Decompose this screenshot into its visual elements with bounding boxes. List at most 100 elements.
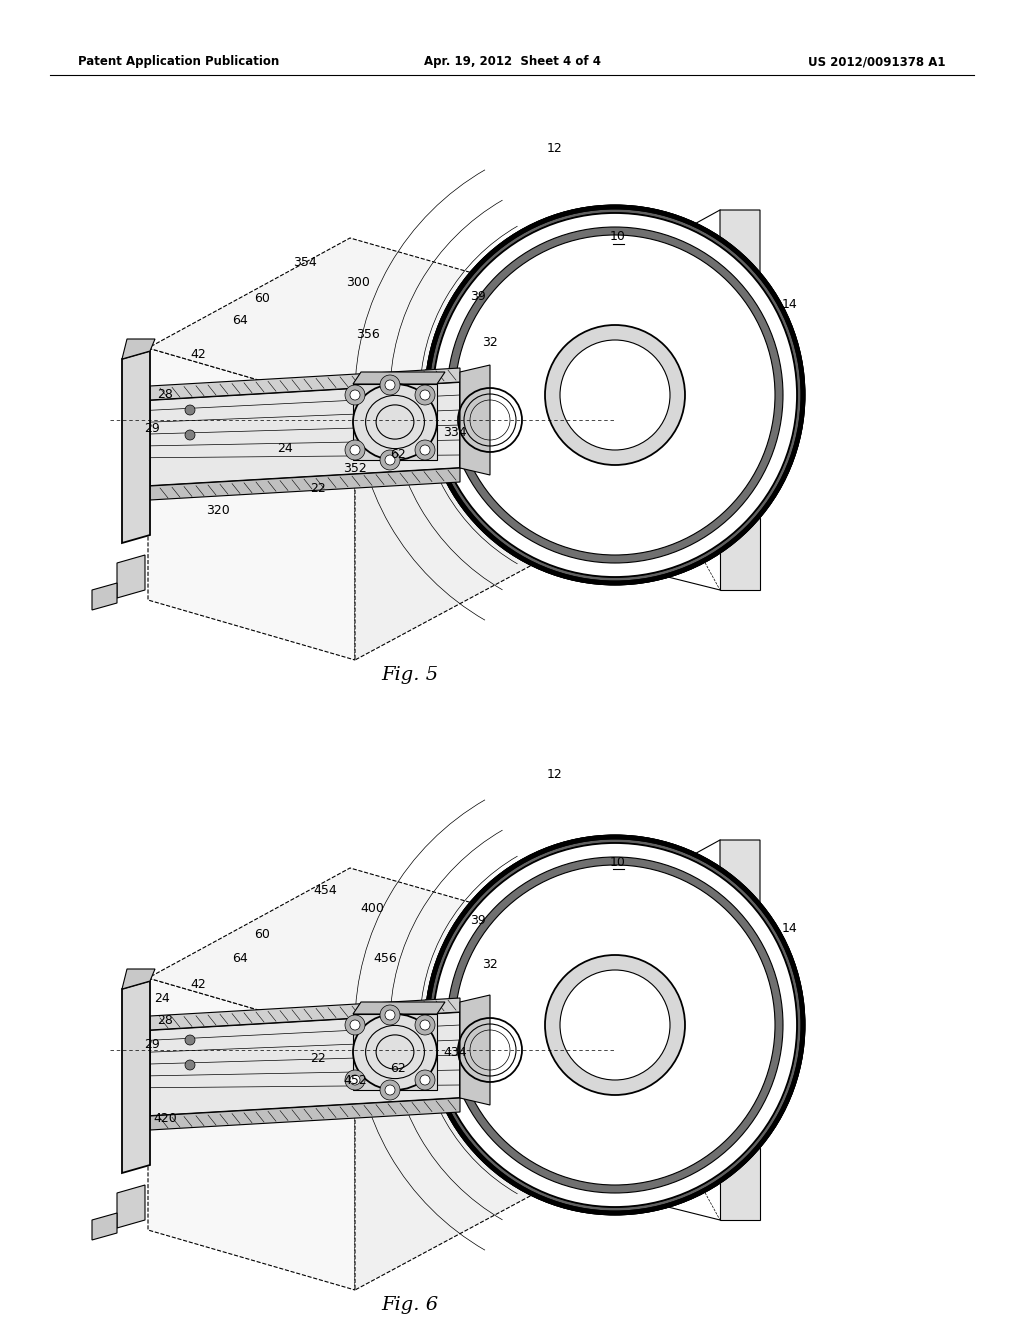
Text: 64: 64: [232, 314, 248, 326]
Text: 42: 42: [190, 348, 206, 362]
Polygon shape: [355, 928, 560, 1290]
Polygon shape: [150, 1012, 460, 1115]
Polygon shape: [150, 469, 460, 500]
Text: 24: 24: [278, 441, 293, 454]
Text: 29: 29: [144, 421, 160, 434]
Text: 62: 62: [390, 449, 406, 462]
Polygon shape: [122, 339, 155, 359]
Circle shape: [447, 857, 783, 1193]
Circle shape: [420, 1074, 430, 1085]
Text: Patent Application Publication: Patent Application Publication: [78, 55, 280, 69]
Text: 22: 22: [310, 1052, 326, 1064]
Polygon shape: [150, 368, 460, 400]
Text: 320: 320: [206, 503, 229, 516]
Text: 60: 60: [254, 928, 270, 941]
Text: 28: 28: [157, 1014, 173, 1027]
Text: 10: 10: [610, 855, 626, 869]
Polygon shape: [720, 517, 760, 590]
Text: 39: 39: [470, 289, 485, 302]
Text: 352: 352: [343, 462, 367, 474]
Polygon shape: [353, 384, 437, 459]
Circle shape: [420, 1020, 430, 1030]
Text: 356: 356: [356, 329, 380, 342]
Circle shape: [545, 325, 685, 465]
Text: 32: 32: [482, 958, 498, 972]
Text: 12: 12: [547, 768, 563, 781]
Circle shape: [560, 341, 670, 450]
Text: 32: 32: [482, 335, 498, 348]
Circle shape: [350, 1020, 360, 1030]
Circle shape: [415, 1015, 435, 1035]
Circle shape: [420, 389, 430, 400]
Polygon shape: [355, 298, 560, 660]
Polygon shape: [122, 969, 155, 989]
Text: 29: 29: [144, 1039, 160, 1052]
Polygon shape: [353, 1014, 437, 1090]
Circle shape: [380, 450, 400, 470]
Text: 64: 64: [232, 952, 248, 965]
Polygon shape: [117, 554, 145, 598]
Text: 24: 24: [155, 991, 170, 1005]
Polygon shape: [460, 995, 490, 1105]
Text: 300: 300: [346, 276, 370, 289]
Circle shape: [185, 1060, 195, 1071]
Circle shape: [415, 440, 435, 459]
Text: 354: 354: [293, 256, 316, 268]
Circle shape: [380, 1080, 400, 1100]
Circle shape: [345, 1015, 365, 1035]
Ellipse shape: [353, 1014, 437, 1090]
Text: 454: 454: [313, 883, 337, 896]
Text: 10: 10: [610, 231, 626, 243]
Circle shape: [350, 1074, 360, 1085]
Polygon shape: [150, 381, 460, 486]
Polygon shape: [720, 1148, 760, 1220]
Text: 14: 14: [782, 921, 798, 935]
Text: 434: 434: [443, 1045, 467, 1059]
Circle shape: [350, 389, 360, 400]
Circle shape: [433, 843, 797, 1206]
Circle shape: [455, 235, 775, 554]
Text: 12: 12: [547, 141, 563, 154]
Text: 334: 334: [443, 425, 467, 438]
Polygon shape: [720, 840, 760, 928]
Circle shape: [380, 1005, 400, 1026]
Polygon shape: [92, 1213, 117, 1239]
Circle shape: [427, 837, 803, 1213]
Circle shape: [345, 440, 365, 459]
Circle shape: [350, 445, 360, 455]
Circle shape: [455, 865, 775, 1185]
Polygon shape: [148, 869, 560, 1038]
Circle shape: [560, 970, 670, 1080]
Text: 400: 400: [360, 902, 384, 915]
Circle shape: [455, 235, 775, 554]
Circle shape: [185, 1035, 195, 1045]
Text: 456: 456: [373, 952, 397, 965]
Text: 42: 42: [190, 978, 206, 991]
Circle shape: [380, 375, 400, 395]
Text: US 2012/0091378 A1: US 2012/0091378 A1: [809, 55, 946, 69]
Circle shape: [345, 1071, 365, 1090]
Text: Fig. 6: Fig. 6: [381, 1296, 438, 1313]
Polygon shape: [150, 998, 460, 1030]
Circle shape: [385, 1085, 395, 1096]
Text: Apr. 19, 2012  Sheet 4 of 4: Apr. 19, 2012 Sheet 4 of 4: [424, 55, 600, 69]
Circle shape: [455, 865, 775, 1185]
Circle shape: [420, 445, 430, 455]
Ellipse shape: [353, 384, 437, 459]
Circle shape: [427, 207, 803, 583]
Text: 22: 22: [310, 482, 326, 495]
Text: 39: 39: [470, 913, 485, 927]
Circle shape: [447, 227, 783, 564]
Polygon shape: [117, 1185, 145, 1228]
Text: 60: 60: [254, 292, 270, 305]
Polygon shape: [92, 583, 117, 610]
Polygon shape: [148, 978, 355, 1290]
Circle shape: [385, 380, 395, 389]
Circle shape: [185, 430, 195, 440]
Polygon shape: [720, 210, 760, 298]
Polygon shape: [353, 1002, 445, 1014]
Polygon shape: [122, 981, 150, 1173]
Circle shape: [427, 207, 803, 583]
Circle shape: [427, 837, 803, 1213]
Text: Fig. 5: Fig. 5: [381, 667, 438, 684]
